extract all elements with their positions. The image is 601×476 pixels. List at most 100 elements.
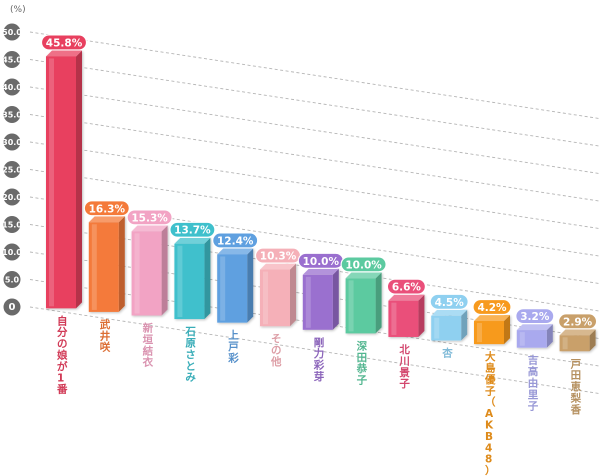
bar-top <box>302 268 339 275</box>
bar <box>431 309 468 341</box>
value-label: 10.3% <box>254 247 302 264</box>
category-label-text: 新垣結衣 <box>143 321 154 368</box>
y-tick-bubble <box>3 216 21 233</box>
bar-highlight <box>477 323 482 343</box>
value-label-pill <box>472 298 512 316</box>
bar-side <box>589 329 596 352</box>
category-label: 大島優子（ A K B 4 8） <box>484 350 496 476</box>
bar <box>88 216 125 312</box>
bar <box>131 225 168 316</box>
category-label-text: 大島優子（ A K B 4 8） <box>484 350 496 476</box>
bar-top <box>431 309 468 316</box>
bar-highlight <box>263 271 268 325</box>
value-label-pill <box>40 34 88 51</box>
y-tick-label: 40.0 <box>2 83 22 92</box>
category-label-text: 吉高由里子 <box>528 354 539 413</box>
value-label-text: 10.3% <box>260 251 297 263</box>
value-label: 4.5% <box>429 293 469 310</box>
value-label-pill <box>83 200 130 217</box>
bars <box>46 50 596 352</box>
bar <box>345 272 382 334</box>
bar-side <box>546 324 553 348</box>
bar-top <box>88 216 125 223</box>
value-label-pill <box>126 209 173 226</box>
bar-highlight <box>519 332 525 346</box>
y-tick-label: 5.0 <box>5 276 20 285</box>
bar-side <box>375 272 382 334</box>
grid-line <box>29 306 601 395</box>
bar-top <box>46 50 82 57</box>
category-label-text: 自分の娘が 1 番 <box>56 314 68 395</box>
category-label-text: 上戸彩 <box>227 329 239 365</box>
y-tick-label: 15.0 <box>2 221 22 230</box>
bar-side <box>76 50 82 309</box>
value-label: 3.2% <box>515 307 555 325</box>
y-tick-bubble <box>3 298 21 316</box>
category-label: 上戸彩 <box>227 329 239 365</box>
category-label: 新垣結衣 <box>143 321 154 368</box>
y-tick-label: 20.0 <box>2 193 22 202</box>
bar <box>174 237 211 320</box>
value-label-text: 12.4% <box>217 235 254 247</box>
bar-side <box>247 248 254 323</box>
category-label: 自分の娘が 1 番 <box>56 314 68 395</box>
bar-highlight <box>134 233 140 314</box>
bar-top <box>131 225 168 232</box>
category-label: 戸田恵梨香 <box>570 358 582 416</box>
value-label-text: 4.2% <box>477 302 507 314</box>
value-label: 10.0% <box>297 252 344 269</box>
category-label: 石原さとみ <box>184 326 196 384</box>
bar-highlight <box>177 245 183 318</box>
value-label-text: 10.0% <box>345 259 382 271</box>
category-label-text: 戸田恵梨香 <box>570 358 582 416</box>
y-tick-bubble <box>3 23 21 41</box>
y-tick-bubble <box>3 78 21 96</box>
y-tick-bubble <box>3 106 21 123</box>
value-label-pill <box>169 221 216 238</box>
y-tick: 45.0 <box>2 51 22 68</box>
y-tick: 15.0 <box>2 216 22 233</box>
value-label: 15.3% <box>126 209 173 226</box>
y-tick: 50.0 <box>2 23 22 41</box>
y-tick-label: 25.0 <box>2 166 22 175</box>
bar-highlight <box>91 224 97 310</box>
value-label-pill <box>429 293 469 310</box>
y-tick: 30.0 <box>2 133 22 151</box>
value-label-text: 45.8% <box>46 37 83 49</box>
bar <box>474 315 510 345</box>
value-label-text: 4.5% <box>435 297 465 309</box>
value-label-pill <box>515 307 555 325</box>
value-label: 16.3% <box>83 200 130 217</box>
bar-highlight <box>562 337 568 350</box>
y-tick: 5.0 <box>3 271 21 288</box>
grid-line <box>29 114 601 202</box>
category-labels: 自分の娘が 1 番 武井咲 新垣結衣 石原さとみ 上戸彩 その他 剛力彩芽 深田恭子 北川景子 杏 大島… <box>56 314 582 476</box>
y-tick-bubble <box>3 271 21 288</box>
category-label: 北川景子 <box>398 343 410 390</box>
y-axis-unit-label: (%) <box>10 5 26 15</box>
grid-line <box>29 169 601 257</box>
category-label-text: 杏 <box>441 347 453 360</box>
value-label-text: 6.6% <box>392 282 422 294</box>
category-label-text: 深田恭子 <box>356 339 368 386</box>
y-tick-bubble <box>3 161 21 178</box>
y-tick: 20.0 <box>2 188 22 206</box>
bar <box>516 324 553 348</box>
bar <box>388 294 425 337</box>
bar-top <box>260 263 296 270</box>
bar <box>260 263 296 327</box>
bar-highlight <box>348 280 354 332</box>
bar-side <box>332 268 339 330</box>
bar-top <box>388 294 425 301</box>
category-label-text: その他 <box>270 333 282 368</box>
value-label-text: 16.3% <box>89 203 126 215</box>
category-label-text: 武井咲 <box>100 318 111 354</box>
grid-line <box>29 141 601 230</box>
bar-top <box>345 272 382 279</box>
bar-top <box>559 329 596 336</box>
category-label: 杏 <box>441 347 453 360</box>
value-label-pill <box>212 232 259 249</box>
value-label-text: 13.7% <box>174 225 211 237</box>
bar <box>217 248 254 323</box>
